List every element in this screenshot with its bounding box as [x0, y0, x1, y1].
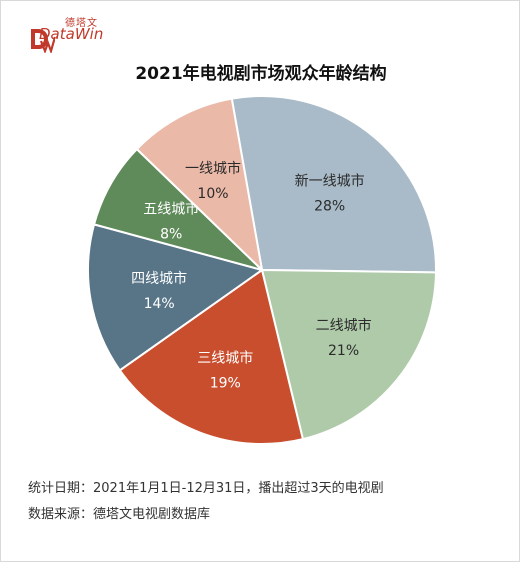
- slice-value-4: 14%: [144, 296, 175, 312]
- footnote-stats-period: 统计日期：2021年1月1日-12月31日，播出超过3天的电视剧: [28, 481, 384, 496]
- pie-slice-3: [118, 268, 305, 445]
- pie-slice-6: [135, 97, 264, 273]
- logo-text-cn: 德塔文: [65, 18, 98, 29]
- pie-slice-2: [260, 268, 437, 441]
- slice-label-6: 一线城市: [185, 160, 241, 177]
- chart-title: 2021年电视剧市场观众年龄结构: [135, 64, 387, 84]
- slice-value-3: 19%: [210, 376, 241, 392]
- slice-value-6: 10%: [197, 186, 228, 202]
- slice-label-4: 四线城市: [131, 270, 187, 287]
- slice-value-1: 28%: [314, 198, 345, 214]
- slice-value-5: 8%: [160, 226, 182, 242]
- slice-value-2: 21%: [328, 343, 359, 359]
- pie-slice-1: [230, 95, 437, 274]
- logo-text-en: DataWin: [39, 25, 104, 43]
- slice-label-2: 二线城市: [316, 317, 372, 334]
- slice-label-3: 三线城市: [197, 350, 253, 367]
- slice-label-1: 新一线城市: [295, 172, 365, 189]
- datawin-logo: [15, 13, 125, 53]
- slice-label-5: 五线城市: [143, 200, 199, 217]
- pie-slice-4: [87, 223, 265, 372]
- datawin-logo-icon: [31, 29, 55, 53]
- footnote-source: 数据来源：德塔文电视剧数据库: [28, 507, 211, 522]
